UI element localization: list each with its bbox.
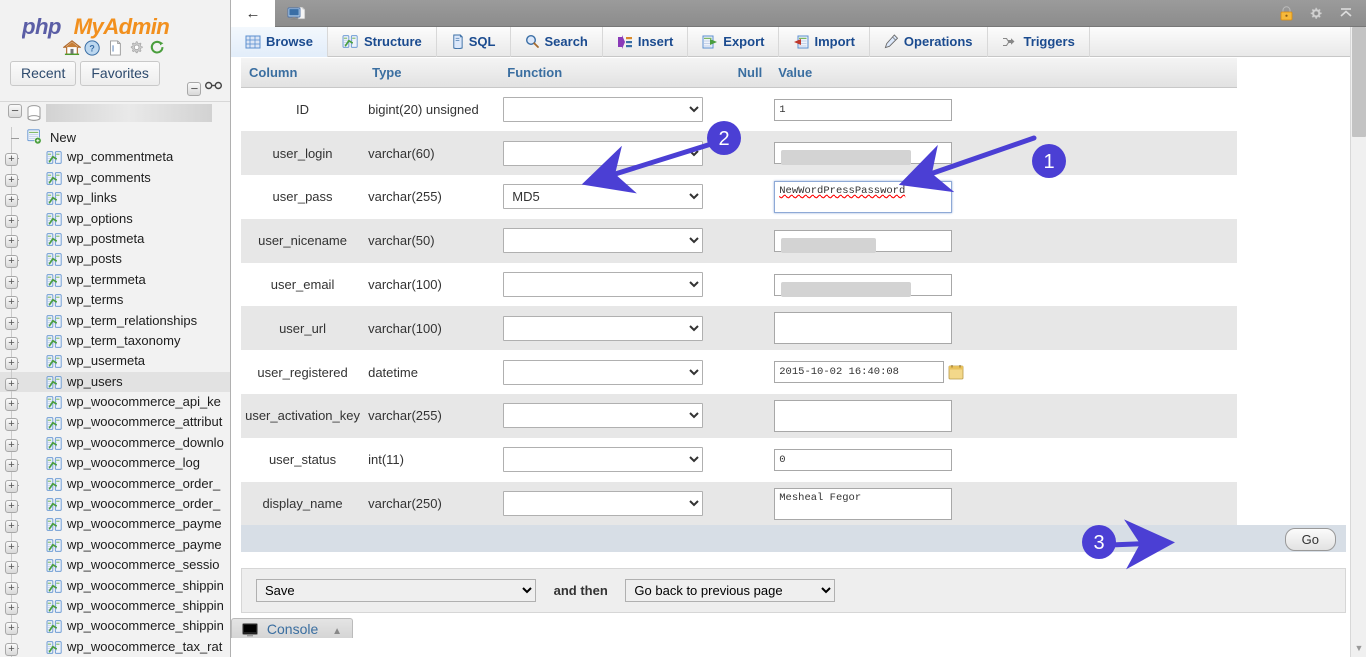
svg-text:php: php [22,14,61,39]
svg-text:?: ? [90,44,95,54]
svg-text:MyAdmin: MyAdmin [74,14,170,39]
